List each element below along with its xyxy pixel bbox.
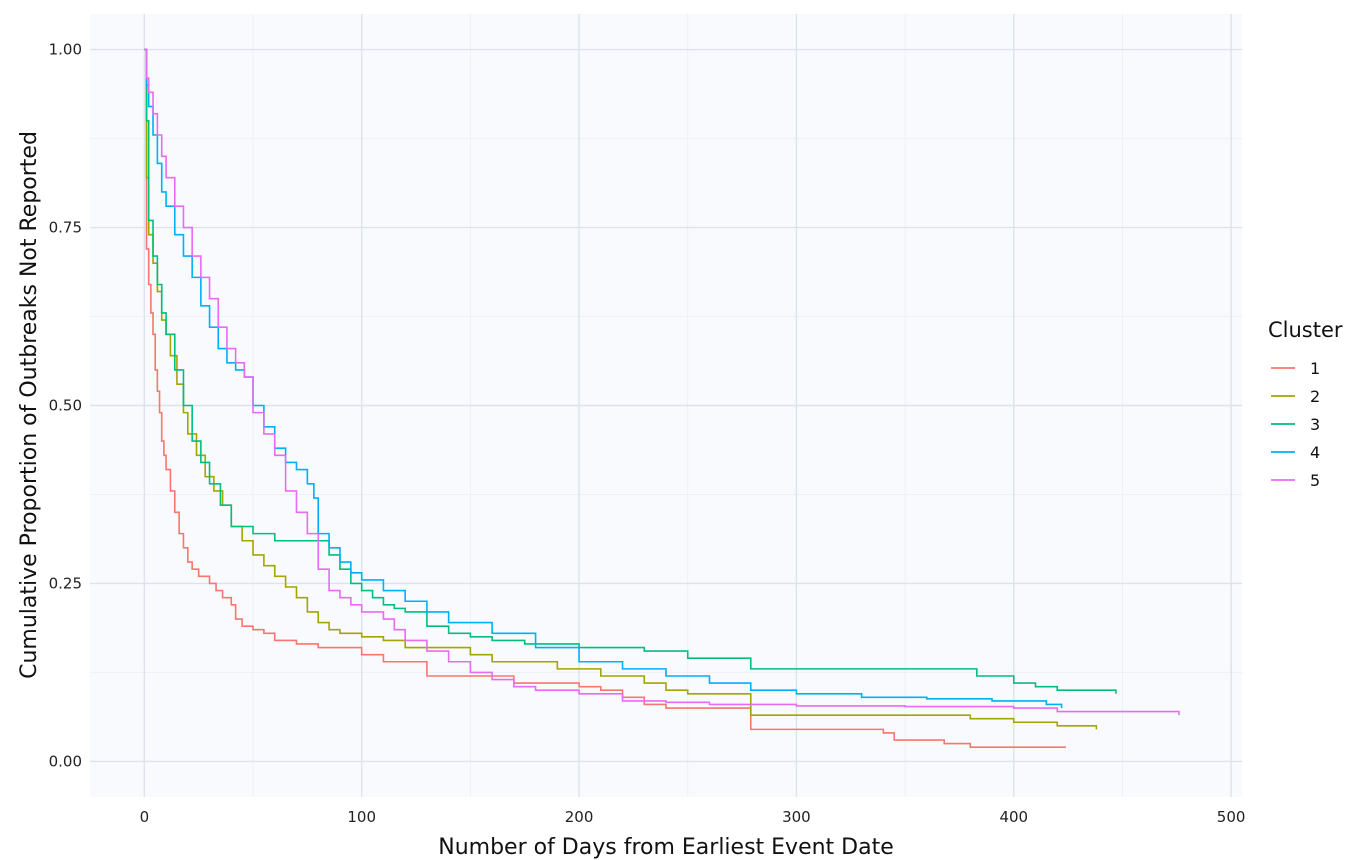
series-lines — [144, 48, 1180, 748]
series-line-cluster-5 — [144, 48, 1180, 716]
x-tick-label: 100 — [347, 808, 376, 826]
x-tick-label: 0 — [140, 808, 150, 826]
series-line-cluster-3 — [144, 48, 1117, 694]
legend-label-cluster-3: 3 — [1310, 415, 1320, 434]
y-tick-label: 0.25 — [49, 574, 82, 592]
x-axis-ticks: 0 100 200 300 400 500 — [140, 808, 1246, 826]
x-tick-label: 500 — [1217, 808, 1246, 826]
legend-title: Cluster — [1268, 318, 1343, 342]
legend-label-cluster-1: 1 — [1310, 359, 1320, 378]
major-gridlines — [90, 14, 1242, 797]
x-tick-label: 400 — [999, 808, 1028, 826]
y-axis-ticks: 0.00 0.25 0.50 0.75 1.00 — [49, 41, 82, 771]
legend: Cluster 1 2 3 4 5 — [1268, 318, 1343, 490]
series-line-cluster-4 — [144, 48, 1063, 709]
x-tick-label: 300 — [782, 808, 811, 826]
legend-label-cluster-4: 4 — [1310, 443, 1320, 462]
legend-label-cluster-2: 2 — [1310, 387, 1320, 406]
y-tick-label: 0.00 — [49, 752, 82, 770]
legend-label-cluster-5: 5 — [1310, 471, 1320, 490]
y-tick-label: 1.00 — [49, 41, 82, 59]
y-tick-label: 0.75 — [49, 219, 82, 237]
x-axis-title: Number of Days from Earliest Event Date — [438, 835, 894, 860]
y-axis-title: Cumulative Proportion of Outbreaks Not R… — [17, 131, 42, 679]
series-line-cluster-2 — [144, 48, 1098, 730]
x-tick-label: 200 — [565, 808, 594, 826]
y-tick-label: 0.50 — [49, 397, 82, 415]
series-line-cluster-1 — [144, 48, 1066, 748]
